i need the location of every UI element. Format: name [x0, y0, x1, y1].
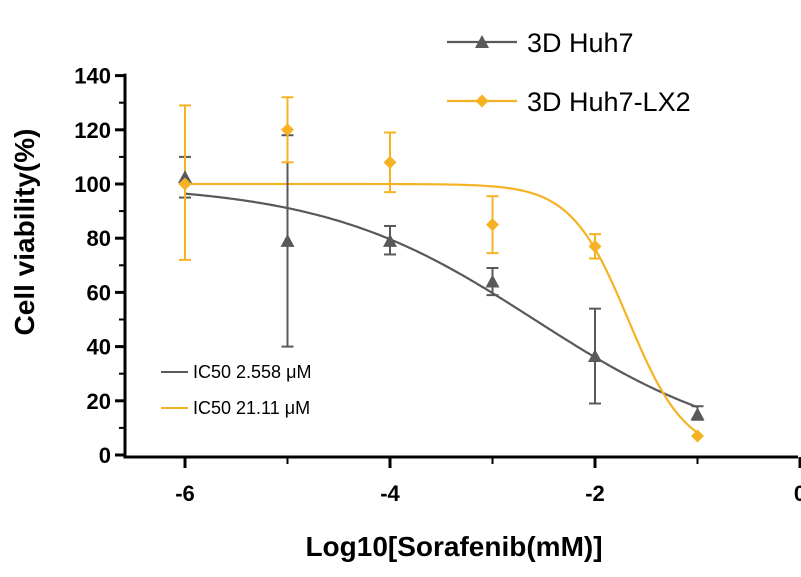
data-point-2 — [486, 218, 499, 232]
y-tick-label: 20 — [87, 389, 111, 414]
y-tick-label: 40 — [87, 335, 111, 360]
x-tick-label: -4 — [380, 481, 400, 506]
y-axis-title: Cell viability(%) — [9, 129, 40, 336]
ic50-annotations: IC50 2.558 μM IC50 21.11 μM — [161, 362, 311, 418]
data-point-1 — [178, 170, 192, 184]
annotation-label-1: IC50 2.558 μM — [193, 362, 311, 382]
x-axis-title: Log10[Sorafenib(mM)] — [305, 531, 602, 562]
data-point-1 — [485, 274, 500, 288]
y-tick-label: 0 — [99, 443, 111, 468]
legend-label-1: 3D Huh7 — [527, 28, 634, 58]
data-point-1 — [280, 233, 295, 247]
legend-marker-2 — [475, 94, 489, 108]
data-point-2 — [691, 429, 704, 443]
x-tick-label: 0 — [794, 481, 801, 506]
y-tick-label: 120 — [74, 118, 111, 143]
data-point-1 — [588, 349, 602, 363]
data-point-2 — [588, 239, 602, 253]
y-tick-label: 100 — [74, 172, 111, 197]
data-point-1 — [383, 233, 397, 247]
markers — [178, 123, 705, 443]
fit-curves — [184, 182, 699, 434]
y-tick-label: 80 — [87, 226, 111, 251]
x-tick-label: -6 — [175, 481, 195, 506]
data-point-2 — [383, 155, 397, 169]
data-point-2 — [178, 177, 192, 191]
legend: 3D Huh7 3D Huh7-LX2 — [447, 28, 691, 117]
fit-curve-1 — [184, 192, 698, 409]
ticks: 0 20 40 60 80 100 120 140 -6 -4 -2 0 — [74, 64, 801, 506]
legend-marker-1 — [475, 35, 489, 48]
x-tick-label: -2 — [585, 481, 605, 506]
data-point-1 — [690, 407, 705, 421]
fit-curve-2 — [185, 182, 699, 434]
data-point-2 — [281, 123, 294, 137]
annotation-label-2: IC50 21.11 μM — [193, 398, 310, 418]
legend-label-2: 3D Huh7-LX2 — [527, 87, 691, 117]
y-tick-label: 140 — [74, 64, 111, 89]
y-tick-label: 60 — [87, 280, 111, 305]
